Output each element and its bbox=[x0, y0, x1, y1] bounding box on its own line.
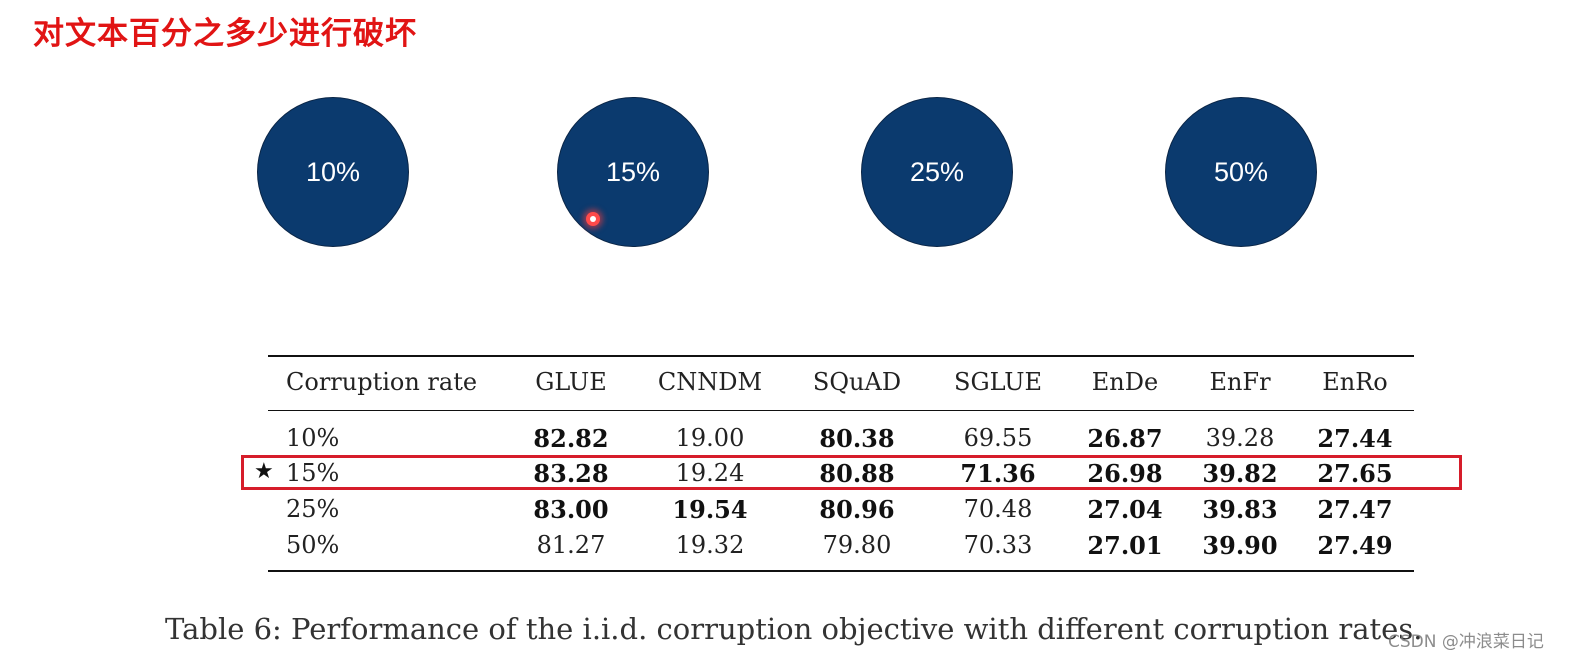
table-cell: 71.36 bbox=[960, 459, 1036, 488]
table-cell: 19.00 bbox=[675, 424, 745, 452]
table-header-cell: Corruption rate bbox=[286, 368, 478, 396]
table-header-cell: CNNDM bbox=[657, 368, 763, 396]
table-cell: 80.88 bbox=[819, 459, 895, 488]
slide-title: 对文本百分之多少进行破坏 bbox=[33, 16, 417, 52]
table-cell: 80.96 bbox=[819, 495, 895, 524]
rate-circle-label: 50% bbox=[1213, 156, 1269, 187]
rate-circle-10: 10% bbox=[257, 97, 409, 247]
rate-circle-label: 15% bbox=[605, 156, 661, 187]
table-cell: 27.04 bbox=[1087, 495, 1163, 524]
table-cell: 70.33 bbox=[963, 531, 1033, 559]
table-cell: 70.48 bbox=[963, 495, 1033, 523]
table-cell: 27.47 bbox=[1317, 495, 1393, 524]
table-cell: 15% bbox=[286, 459, 340, 487]
table-cell: 26.98 bbox=[1087, 459, 1163, 488]
table-cell: 27.44 bbox=[1317, 424, 1393, 453]
table-cell: 27.49 bbox=[1317, 531, 1393, 560]
rate-circle-15: 15% bbox=[557, 97, 709, 247]
laser-pointer-icon bbox=[586, 212, 600, 226]
table-cell: 19.24 bbox=[675, 459, 745, 487]
table-cell: 83.00 bbox=[533, 495, 609, 524]
table-cell: 26.87 bbox=[1087, 424, 1163, 453]
table-cell: 39.83 bbox=[1202, 495, 1278, 524]
watermark: CSDN @冲浪菜日记 bbox=[1388, 632, 1544, 652]
table-header-cell: GLUE bbox=[535, 368, 607, 396]
table-cell: 19.54 bbox=[672, 495, 748, 524]
highlight-box bbox=[241, 455, 1462, 490]
table-cell: 81.27 bbox=[536, 531, 606, 559]
table-cell: 82.82 bbox=[533, 424, 609, 453]
table-cell: 27.65 bbox=[1317, 459, 1393, 488]
table-header-cell: EnFr bbox=[1209, 368, 1271, 396]
table-cell: 83.28 bbox=[533, 459, 609, 488]
rate-circle-25: 25% bbox=[861, 97, 1013, 247]
table-cell: 10% bbox=[286, 424, 340, 452]
table-cell: 39.90 bbox=[1202, 531, 1278, 560]
table-caption: Table 6: Performance of the i.i.d. corru… bbox=[165, 612, 1423, 646]
table-cell: 39.82 bbox=[1202, 459, 1278, 488]
table-cell: 25% bbox=[286, 495, 340, 523]
table-cell: 27.01 bbox=[1087, 531, 1163, 560]
rate-circle-label: 10% bbox=[305, 156, 361, 187]
table-header-cell: EnDe bbox=[1091, 368, 1159, 396]
rate-circle-50: 50% bbox=[1165, 97, 1317, 247]
table-cell: 79.80 bbox=[822, 531, 892, 559]
rate-circle-label: 25% bbox=[909, 156, 965, 187]
star-icon: ★ bbox=[254, 459, 274, 484]
table-header-cell: EnRo bbox=[1322, 368, 1388, 396]
table-header-rule bbox=[268, 410, 1414, 411]
table-cell: 80.38 bbox=[819, 424, 895, 453]
table-top-rule bbox=[268, 355, 1414, 357]
table-cell: 50% bbox=[286, 531, 340, 559]
table-bottom-rule bbox=[268, 570, 1414, 572]
table-header-cell: SGLUE bbox=[954, 368, 1042, 396]
table-cell: 39.28 bbox=[1205, 424, 1275, 452]
table-header-cell: SQuAD bbox=[812, 368, 902, 396]
table-cell: 69.55 bbox=[963, 424, 1033, 452]
table-cell: 19.32 bbox=[675, 531, 745, 559]
